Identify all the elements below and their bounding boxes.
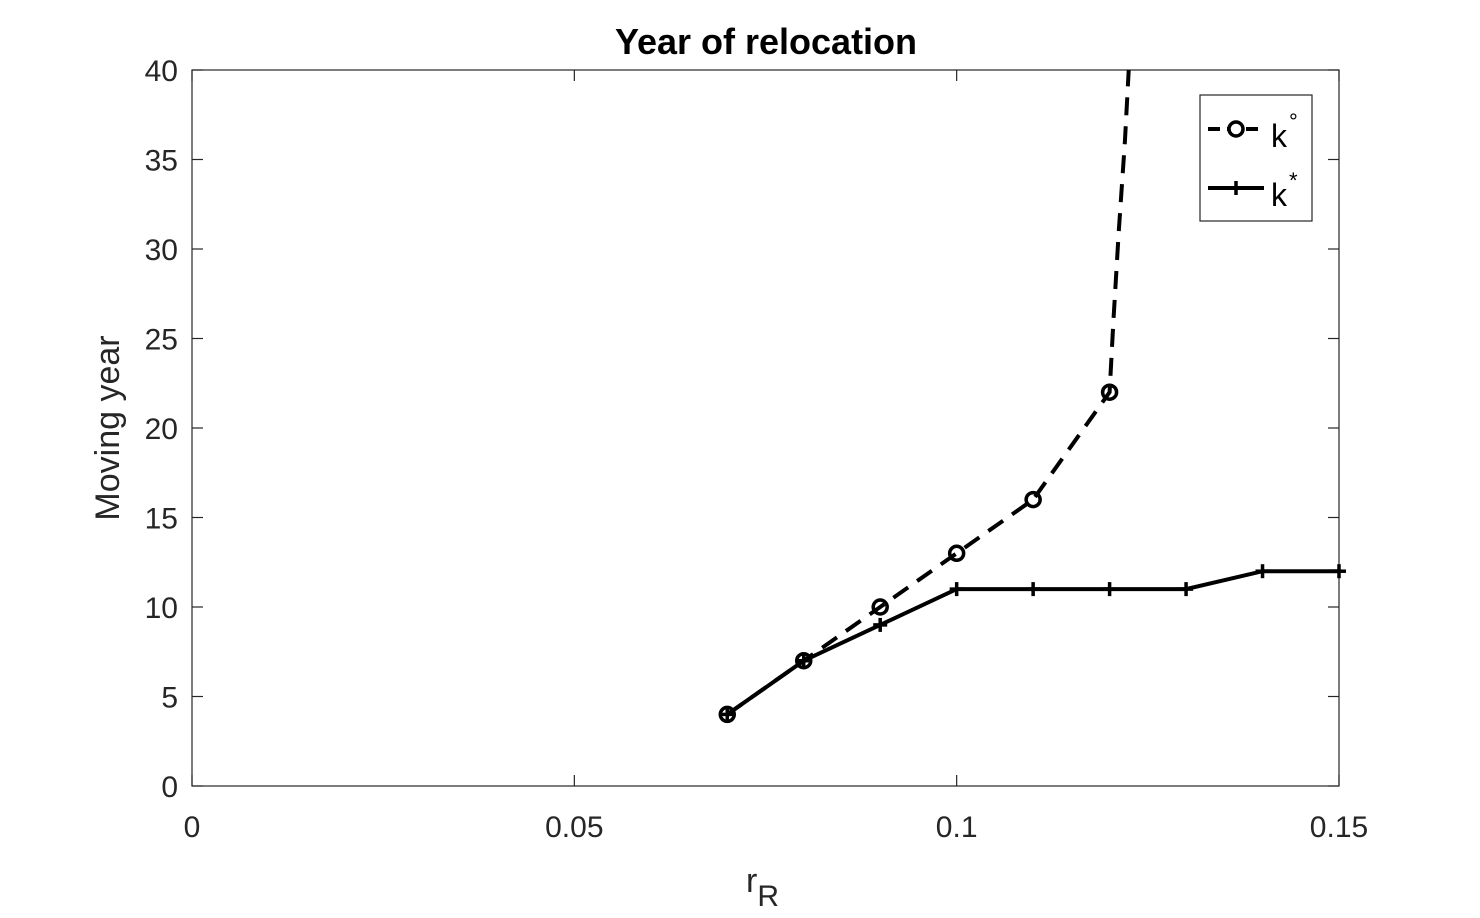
x-axis-label: rR xyxy=(746,862,779,913)
series-1-point xyxy=(947,544,966,563)
series-2-point xyxy=(720,707,735,722)
legend: k° k* xyxy=(1199,94,1313,222)
series-1-line xyxy=(726,69,1131,717)
chart-title: Year of relocation xyxy=(615,21,917,62)
y-axis: 0 5 10 15 20 25 30 35 40 xyxy=(145,55,1339,804)
x-tick-label: 0.15 xyxy=(1310,811,1368,844)
legend-marker-circle xyxy=(1227,120,1245,138)
series-2-point xyxy=(1332,564,1346,579)
series-2-point xyxy=(796,653,811,668)
series-1-point xyxy=(794,651,813,670)
series-layer xyxy=(718,69,1346,724)
series-1-point xyxy=(1024,490,1042,509)
y-tick-label: 30 xyxy=(145,234,178,267)
x-axis: 0 0.05 0.1 0.15 xyxy=(184,70,1368,844)
y-tick-label: 25 xyxy=(145,324,178,357)
legend-box xyxy=(1199,94,1313,222)
series-2-point xyxy=(1255,564,1270,579)
y-tick-label: 20 xyxy=(145,413,178,446)
y-tick-label: 40 xyxy=(145,55,178,88)
series-2-point xyxy=(1026,582,1041,597)
y-tick-label: 5 xyxy=(161,682,178,715)
x-tick-label: 0 xyxy=(184,811,201,844)
y-tick-label: 15 xyxy=(145,503,178,536)
series-2-point xyxy=(1102,582,1117,597)
y-tick-label: 0 xyxy=(161,771,178,804)
series-1-point xyxy=(718,705,737,724)
x-tick-label: 0.05 xyxy=(545,811,603,844)
series-2-point xyxy=(873,617,888,632)
y-axis-label: Moving year xyxy=(89,335,127,520)
legend-marker-plus xyxy=(1229,181,1243,195)
series-2-point xyxy=(1179,582,1194,597)
plot-area xyxy=(191,69,1340,787)
legend-label-series-2: k* xyxy=(1271,168,1298,213)
series-1-point xyxy=(871,598,889,616)
series-1-point xyxy=(1100,383,1119,401)
y-tick-label: 10 xyxy=(145,592,178,625)
x-tick-label: 0.1 xyxy=(936,811,978,844)
legend-label-series-1: k° xyxy=(1271,109,1298,154)
series-2-point xyxy=(949,582,964,597)
y-tick-label: 35 xyxy=(145,145,178,178)
